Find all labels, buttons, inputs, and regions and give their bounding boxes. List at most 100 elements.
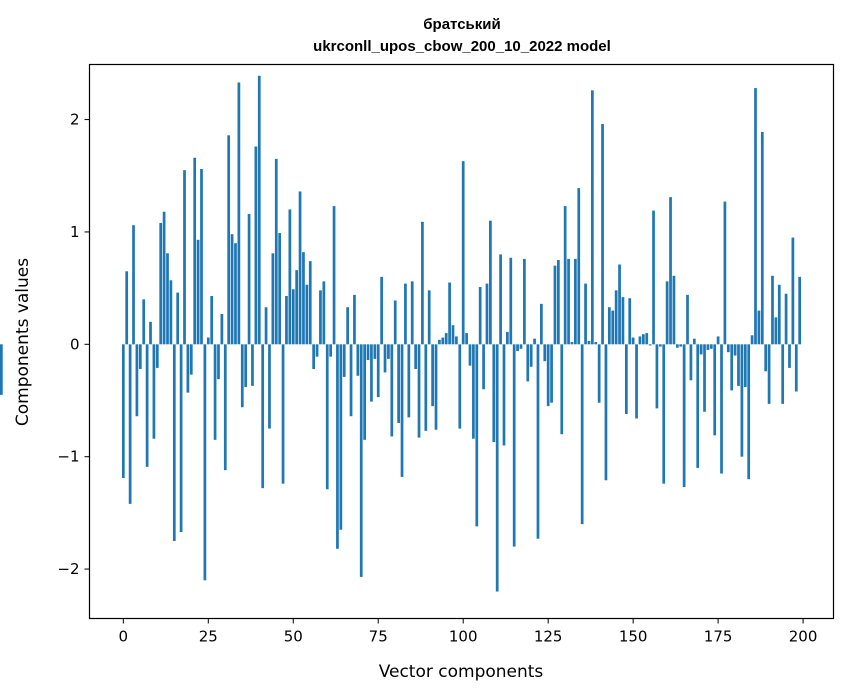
bar xyxy=(234,243,237,345)
bar xyxy=(716,336,720,345)
bar xyxy=(421,221,424,345)
bar xyxy=(363,344,366,440)
bar xyxy=(410,281,414,345)
bar xyxy=(777,284,781,345)
bar xyxy=(489,220,492,345)
x-tick-label: 25 xyxy=(199,628,218,646)
bar xyxy=(278,233,282,345)
bar xyxy=(281,344,285,484)
bar xyxy=(604,344,608,481)
bar xyxy=(305,284,309,345)
bar xyxy=(383,344,387,373)
bar xyxy=(186,344,190,393)
bar xyxy=(196,239,200,345)
bar xyxy=(285,295,288,345)
bar xyxy=(679,344,683,347)
bar xyxy=(543,344,547,362)
bar xyxy=(135,344,139,417)
bar xyxy=(672,275,676,345)
bar xyxy=(376,344,380,398)
bar xyxy=(217,344,220,380)
bar xyxy=(223,344,227,471)
bar xyxy=(342,344,346,377)
bar xyxy=(247,213,251,345)
bar xyxy=(767,344,771,404)
bar xyxy=(635,344,638,419)
bars-group xyxy=(0,75,802,592)
bar xyxy=(557,260,560,345)
bar xyxy=(427,290,431,345)
y-axis-label: Components values xyxy=(13,258,33,426)
bar xyxy=(740,344,744,457)
bar xyxy=(149,321,152,345)
bar xyxy=(353,294,356,345)
x-tick-label: 125 xyxy=(534,628,563,646)
bar xyxy=(492,344,496,443)
bar xyxy=(764,344,768,372)
bar xyxy=(624,344,628,414)
x-tick-label: 175 xyxy=(704,628,733,646)
bar xyxy=(261,344,265,489)
bar xyxy=(257,75,261,345)
bar xyxy=(699,344,703,355)
bar xyxy=(183,170,186,345)
x-tick-label: 0 xyxy=(119,628,129,646)
bar xyxy=(570,342,574,345)
bar xyxy=(319,290,322,345)
bar xyxy=(465,333,468,345)
bar xyxy=(458,344,462,429)
bar xyxy=(206,337,210,345)
bar xyxy=(162,211,166,345)
bar xyxy=(760,131,764,345)
bar xyxy=(193,157,197,345)
bar xyxy=(682,344,686,488)
bar xyxy=(128,344,132,504)
bar xyxy=(329,344,333,357)
bar xyxy=(709,344,713,349)
bar xyxy=(356,344,360,376)
bar xyxy=(213,344,217,440)
bar xyxy=(587,340,591,345)
y-tick-label: 1 xyxy=(70,223,80,241)
x-tick-label: 75 xyxy=(369,628,388,646)
bar xyxy=(332,206,336,345)
bar xyxy=(703,344,706,412)
bar xyxy=(784,293,788,345)
bar xyxy=(611,310,615,345)
bar xyxy=(271,253,275,345)
bar xyxy=(308,261,312,345)
x-axis-ticks: 0 25 50 75 100 125 150 175 200 xyxy=(119,618,817,646)
bar xyxy=(771,275,774,345)
bar xyxy=(359,344,363,577)
x-tick-label: 50 xyxy=(284,628,303,646)
x-tick-label: 100 xyxy=(449,628,478,646)
bar xyxy=(417,344,421,438)
y-tick-label: −2 xyxy=(57,560,79,578)
bar xyxy=(169,280,173,345)
bar xyxy=(546,344,550,407)
bar xyxy=(152,344,156,439)
bar xyxy=(506,331,509,345)
bar xyxy=(142,299,146,345)
bar xyxy=(468,344,472,366)
bar xyxy=(448,282,451,345)
bar xyxy=(295,270,299,345)
bar xyxy=(560,344,564,435)
bar xyxy=(655,344,659,409)
bar xyxy=(414,344,417,370)
chart-title-line-1: братський xyxy=(423,16,500,33)
bar xyxy=(176,292,180,345)
bar xyxy=(669,197,672,345)
bar xyxy=(0,344,3,395)
bar xyxy=(438,339,441,345)
bar xyxy=(553,265,557,345)
bar xyxy=(590,90,594,345)
bar xyxy=(536,344,540,539)
bar xyxy=(645,333,649,345)
x-tick-label: 150 xyxy=(619,628,648,646)
bar xyxy=(475,344,479,527)
bar xyxy=(648,344,652,346)
bar xyxy=(227,135,231,345)
y-tick-label: −1 xyxy=(57,448,79,466)
bar xyxy=(485,283,489,345)
